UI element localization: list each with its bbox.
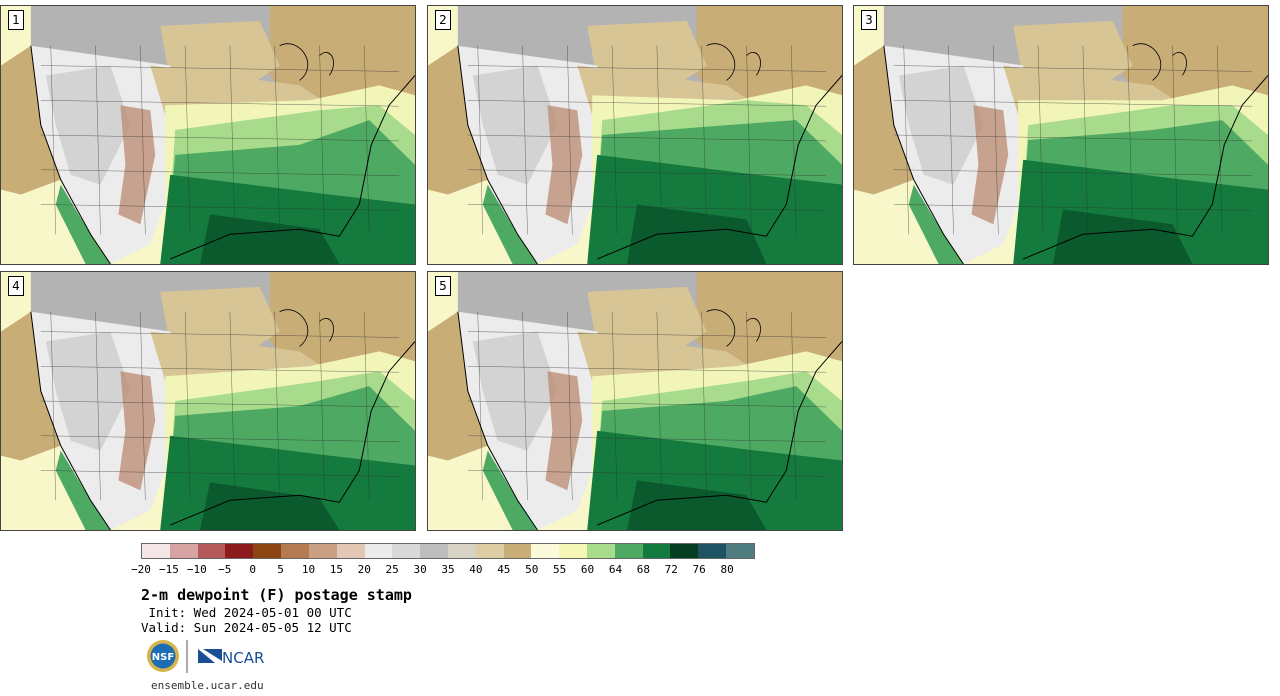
colorbar-tick-label: 25	[385, 563, 399, 576]
colorbar-segment	[559, 544, 587, 558]
colorbar-segment	[642, 544, 671, 558]
colorbar-ticks: −20 −15 −10 −5 0 5 10 15 20 25 30 35 40 45 50 55 60 64 68 7…	[131, 563, 755, 577]
stamp-panel-4: 4	[0, 271, 416, 531]
colorbar-tick-label: 64	[608, 563, 623, 576]
colorbar-tick-label: 80	[720, 563, 734, 576]
colorbar-tick-label: 20	[357, 563, 371, 576]
colorbar-segment	[420, 544, 448, 558]
map-icon	[428, 6, 842, 264]
colorbar-segment	[142, 544, 170, 558]
colorbar-segment	[531, 544, 560, 558]
colorbar-tick-label: 50	[525, 563, 539, 576]
colorbar-segment	[587, 544, 615, 558]
colorbar-tick-label: 35	[441, 563, 455, 576]
colorbar-tick-label: 45	[497, 563, 511, 576]
stamp-panel-5: 5	[427, 271, 843, 531]
colorbar-segment	[169, 544, 198, 558]
colorbar-segment	[698, 544, 727, 558]
colorbar-tick-label: −5	[218, 563, 232, 576]
ncar-logo-icon: NCAR	[198, 649, 264, 667]
colorbar-segment	[726, 544, 754, 558]
colorbar-segment	[503, 544, 532, 558]
colorbar-tick-label: −20	[131, 563, 151, 576]
map-icon	[1, 272, 415, 530]
colorbar-segment	[475, 544, 504, 558]
colorbar-tick-label: 55	[553, 563, 567, 576]
panel-number: 2	[435, 10, 451, 30]
chart-title: 2-m dewpoint (F) postage stamp	[141, 586, 412, 604]
colorbar-tick-label: 60	[580, 563, 595, 576]
logo-group: NSF NCAR	[145, 637, 285, 677]
colorbar-tick-label: 5	[277, 563, 284, 576]
colorbar-segment	[225, 544, 254, 558]
colorbar-segment	[308, 544, 337, 558]
colorbar-tick-label: 10	[301, 563, 316, 576]
colorbar-segment	[392, 544, 421, 558]
colorbar-segment	[364, 544, 393, 558]
colorbar-segment	[197, 544, 226, 558]
colorbar-segment	[336, 544, 365, 558]
map-icon	[1, 6, 415, 264]
colorbar-segment	[253, 544, 282, 558]
panel-number: 5	[435, 276, 451, 296]
colorbar-tick-label: 40	[469, 563, 483, 576]
valid-time: Valid: Sun 2024-05-05 12 UTC	[141, 620, 352, 635]
colorbar-tick-label: −15	[158, 563, 179, 576]
panel-number: 3	[861, 10, 877, 30]
init-time: Init: Wed 2024-05-01 00 UTC	[141, 605, 352, 620]
svg-text:NSF: NSF	[152, 652, 174, 663]
colorbar-tick-label: 72	[664, 563, 678, 576]
nsf-logo-icon: NSF	[147, 640, 179, 672]
colorbar-tick-label: 68	[636, 563, 650, 576]
colorbar-segment	[614, 544, 643, 558]
panel-number: 1	[8, 10, 24, 30]
colorbar-tick-label: −10	[186, 563, 207, 576]
colorbar	[141, 543, 755, 559]
colorbar-segment	[281, 544, 309, 558]
stamp-panel-1: 1	[0, 5, 416, 265]
colorbar-segment	[670, 544, 699, 558]
panel-number: 4	[8, 276, 24, 296]
svg-text:NCAR: NCAR	[222, 649, 264, 667]
colorbar-segment	[447, 544, 476, 558]
stamp-panel-2: 2	[427, 5, 843, 265]
colorbar-tick-label: 30	[413, 563, 427, 576]
map-icon	[428, 272, 842, 530]
map-icon	[854, 6, 1268, 264]
site-url: ensemble.ucar.edu	[151, 679, 264, 692]
colorbar-tick-label: 76	[692, 563, 706, 576]
colorbar-tick-label: 15	[329, 563, 343, 576]
stamp-panel-3: 3	[853, 5, 1269, 265]
colorbar-tick-label: 0	[249, 563, 256, 576]
